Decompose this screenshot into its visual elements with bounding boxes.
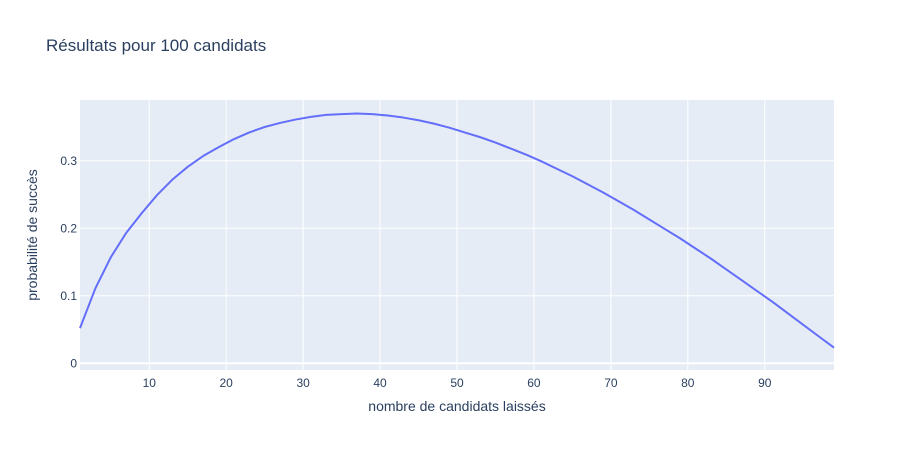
y-tick-label: 0.3 (60, 154, 77, 168)
x-tick-label: 40 (373, 376, 387, 390)
grid-lines (80, 100, 834, 370)
x-tick-label: 70 (604, 376, 618, 390)
x-tick-label: 80 (681, 376, 695, 390)
tick-labels: 10 20 30 40 50 60 70 80 90 0 0.1 0.2 0.3 (60, 154, 771, 390)
y-axis-title: probabilité de succès (24, 169, 40, 301)
series-layer (79, 112, 835, 349)
y-tick-label: 0.1 (60, 289, 77, 303)
x-tick-label: 60 (527, 376, 541, 390)
x-tick-label: 10 (143, 376, 157, 390)
y-tick-label: 0.2 (60, 221, 77, 235)
x-tick-label: 20 (220, 376, 234, 390)
series-line (79, 112, 835, 349)
x-tick-label: 50 (450, 376, 464, 390)
chart-title: Résultats pour 100 candidats (46, 36, 266, 55)
x-tick-label: 30 (296, 376, 310, 390)
y-tick-label: 0 (70, 356, 77, 370)
x-tick-label: 90 (758, 376, 772, 390)
x-axis-title: nombre de candidats laissés (368, 398, 545, 414)
